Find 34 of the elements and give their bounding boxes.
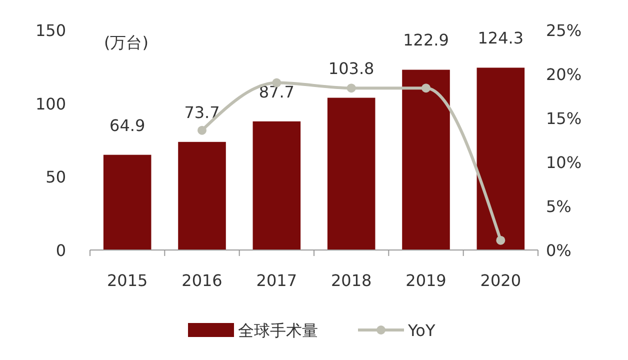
bar [252, 121, 301, 250]
bar [103, 154, 152, 250]
bar [476, 68, 525, 250]
y-tick-label: 100 [35, 94, 66, 114]
y-tick-label: 150 [35, 21, 66, 40]
x-tick-label: 2017 [256, 271, 298, 290]
legend-label: 全球手术量 [238, 321, 318, 340]
point [346, 84, 356, 93]
data-label: 124.3 [478, 28, 524, 48]
data-label: 122.9 [403, 30, 449, 50]
point [422, 84, 430, 93]
point [198, 126, 206, 135]
bar [402, 70, 450, 250]
data-label: 73.7 [184, 102, 220, 122]
y2-tick-label: 10% [546, 153, 582, 172]
legend-label: YoY [407, 321, 436, 340]
y2-tick-label: 20% [546, 65, 582, 84]
x-tick-label: 2015 [106, 271, 148, 290]
data-label: 64.9 [110, 116, 146, 135]
data-label: 103.8 [328, 58, 374, 78]
y-tick-label: 50 [46, 168, 66, 187]
y2-tick-label: 25% [546, 21, 582, 40]
x-tick-label: 2020 [480, 271, 522, 290]
y2-tick-label: 5% [546, 197, 572, 216]
bar [327, 98, 376, 250]
point [496, 236, 506, 245]
x-tick-label: 2018 [330, 271, 372, 290]
y2-tick-label: 0% [546, 241, 572, 260]
bar [178, 142, 226, 250]
x-tick-label: 2016 [182, 271, 222, 290]
y-tick-label: 0 [56, 241, 66, 260]
x-tick-label: 2019 [406, 271, 446, 290]
y2-tick-label: 15% [546, 109, 582, 128]
y-axis-title: (万台) [104, 33, 148, 52]
